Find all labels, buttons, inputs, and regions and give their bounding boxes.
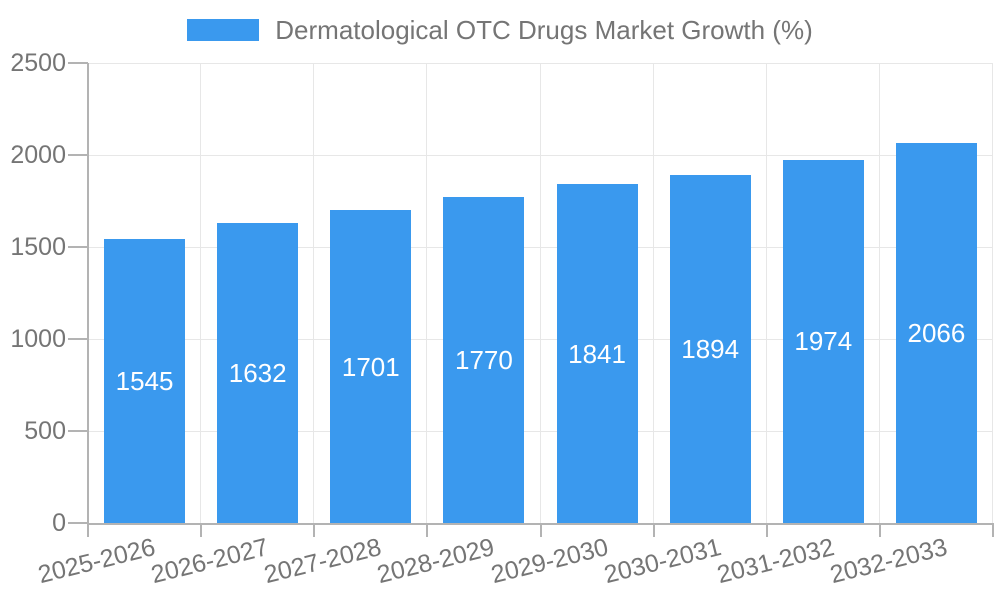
bar-value-label: 1632 (228, 357, 287, 388)
y-tick-mark (68, 430, 88, 432)
bar-value-label: 1841 (568, 338, 626, 369)
legend[interactable]: Dermatological OTC Drugs Market Growth (… (0, 16, 1000, 45)
gridline-horizontal (88, 63, 993, 64)
y-tick-mark (68, 338, 88, 340)
x-tick-label: 2029-2030 (487, 533, 611, 590)
x-tick-mark (539, 524, 542, 537)
x-tick-mark (426, 524, 429, 537)
x-tick-mark (878, 524, 881, 537)
y-tick-mark (68, 154, 88, 156)
y-tick-label: 1500 (10, 233, 66, 261)
x-tick-label: 2027-2028 (261, 533, 385, 590)
x-tick-label: 2026-2027 (148, 533, 272, 590)
legend-swatch-icon (187, 19, 260, 42)
x-tick-mark (992, 524, 994, 537)
gridline-vertical (992, 63, 993, 523)
x-tick-label: 2025-2026 (35, 533, 159, 590)
y-tick-label: 2000 (10, 141, 66, 169)
y-tick-label: 2500 (10, 49, 66, 77)
x-tick-mark (200, 524, 203, 537)
legend-label: Dermatological OTC Drugs Market Growth (… (275, 15, 813, 45)
bar-value-label: 1545 (115, 365, 174, 396)
x-tick-label: 2032-2033 (827, 533, 950, 590)
gridline-vertical (313, 63, 315, 523)
plot-area: 1545 1632 1701 1770 1841 1894 1974 2066 (88, 63, 993, 523)
x-tick-mark (652, 524, 655, 537)
gridline-vertical (765, 63, 767, 523)
gridline-vertical (426, 63, 428, 523)
bar[interactable]: 1632 (217, 222, 299, 523)
y-axis-line (87, 63, 89, 524)
y-tick-label: 0 (52, 509, 66, 537)
y-tick-mark (68, 62, 88, 64)
gridline-horizontal (88, 431, 993, 432)
bar[interactable]: 1701 (330, 210, 412, 523)
bar[interactable]: 2066 (895, 142, 977, 523)
bar-value-label: 1974 (794, 326, 853, 357)
bar-value-label: 1894 (681, 333, 740, 364)
bar[interactable]: 1974 (782, 159, 864, 523)
gridline-vertical (652, 63, 654, 523)
y-tick-mark (68, 246, 88, 248)
gridline-vertical (200, 63, 202, 523)
bar-value-label: 1770 (455, 345, 513, 376)
gridline-vertical (878, 63, 880, 523)
y-tick-label: 1000 (10, 325, 66, 353)
gridline-vertical (539, 63, 541, 523)
x-tick-label: 2030-2031 (600, 533, 724, 590)
gridline-horizontal (88, 247, 993, 248)
x-tick-mark (87, 524, 89, 537)
bar[interactable]: 1841 (556, 184, 638, 523)
x-tick-mark (765, 524, 768, 537)
bar-value-label: 2066 (907, 317, 966, 348)
bar-value-label: 1701 (341, 351, 400, 382)
y-tick-label: 500 (24, 417, 66, 445)
x-tick-label: 2031-2032 (714, 533, 837, 590)
bar[interactable]: 1894 (669, 174, 751, 523)
gridline-horizontal (88, 155, 993, 156)
x-tick-label: 2028-2029 (374, 533, 498, 590)
gridline-horizontal (88, 339, 993, 340)
y-tick-mark (68, 522, 88, 524)
bar[interactable]: 1545 (104, 238, 186, 523)
bar[interactable]: 1770 (443, 197, 525, 523)
x-tick-mark (313, 524, 316, 537)
